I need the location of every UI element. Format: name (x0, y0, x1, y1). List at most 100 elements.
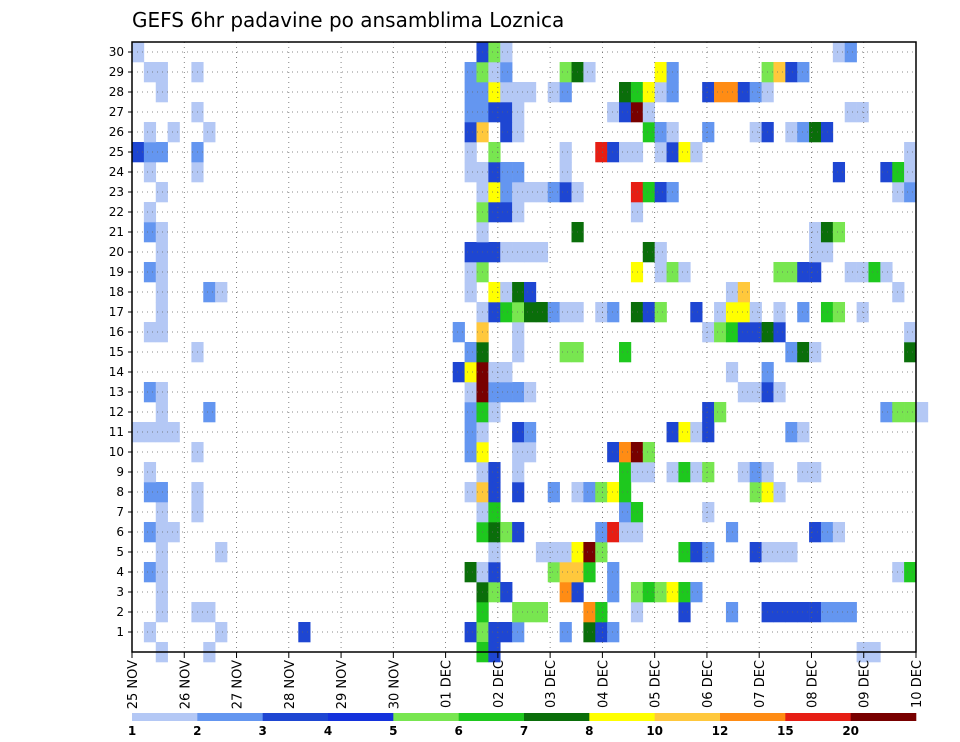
heatmap-cell (512, 302, 525, 323)
heatmap-cell (737, 302, 750, 323)
heatmap-cell (595, 522, 608, 543)
heatmap-cell (678, 462, 691, 483)
heatmap-cell (488, 82, 501, 103)
heatmap-cell (488, 62, 501, 83)
heatmap-cell (203, 282, 216, 303)
heatmap-cell (607, 562, 620, 583)
heatmap-cell (488, 242, 501, 263)
colorbar-swatch (720, 713, 786, 721)
heatmap-cell (512, 122, 525, 143)
heatmap-cell (512, 282, 525, 303)
heatmap-cell (464, 342, 477, 363)
heatmap-cell (155, 222, 168, 243)
heatmap-cell (690, 302, 703, 323)
heatmap-cell (535, 602, 549, 623)
heatmap-cell (595, 602, 608, 623)
heatmap-cell (155, 82, 168, 103)
heatmap-cell (524, 442, 537, 463)
y-tick-label: 12 (109, 405, 124, 419)
heatmap-cell (524, 182, 537, 203)
heatmap-cell (500, 622, 513, 643)
colorbar-swatch (132, 713, 198, 721)
colorbar-swatch (850, 713, 917, 721)
heatmap-cell (607, 142, 620, 163)
colorbar-swatch (654, 713, 721, 721)
y-tick-label: 11 (109, 425, 124, 439)
heatmap-cell (524, 602, 537, 623)
heatmap-cell (904, 162, 917, 183)
heatmap-cell (488, 542, 501, 563)
heatmap-cell (464, 362, 477, 383)
heatmap-cell (714, 82, 727, 103)
heatmap-cell (464, 622, 477, 643)
heatmap-cell (488, 362, 501, 383)
heatmap-cell (678, 262, 691, 283)
x-tick-label: 05 DEC (649, 660, 664, 708)
y-tick-label: 13 (109, 385, 124, 399)
heatmap-cell (749, 482, 762, 503)
heatmap-cell (654, 242, 667, 263)
y-tick-label: 25 (109, 145, 124, 159)
heatmap-cell (892, 162, 905, 183)
heatmap-cell (143, 162, 157, 183)
x-tick-label: 25 NOV (126, 660, 141, 709)
heatmap-cell (500, 202, 513, 223)
heatmap-cell (904, 402, 917, 423)
heatmap-cell (702, 462, 715, 483)
heatmap-cell (583, 482, 596, 503)
colorbar-label: 8 (585, 724, 593, 738)
heatmap-cell (464, 82, 477, 103)
heatmap-cell (203, 122, 216, 143)
heatmap-cell (155, 542, 168, 563)
heatmap-cell (654, 122, 667, 143)
heatmap-cell (916, 402, 929, 423)
heatmap-cell (464, 242, 477, 263)
heatmap-cell (773, 262, 786, 283)
heatmap-cell (535, 242, 549, 263)
heatmap-cell (654, 142, 667, 163)
heatmap-cell (797, 62, 810, 83)
heatmap-cell (488, 482, 501, 503)
y-tick-label: 7 (116, 505, 124, 519)
heatmap-cell (559, 562, 572, 583)
heatmap-cell (203, 602, 216, 623)
x-tick-label: 08 DEC (805, 660, 820, 708)
colorbar: 1 2 3 4 5 6 7 8 10 12 15 20 (128, 713, 917, 738)
colorbar-label: 1 (128, 724, 136, 738)
x-tick-label: 09 DEC (858, 660, 873, 708)
heatmap-cell (892, 402, 905, 423)
heatmap-cell (512, 162, 525, 183)
heatmap-cell (880, 402, 893, 423)
heatmap-cell (868, 262, 881, 283)
heatmap-cells (132, 42, 929, 663)
heatmap-cell (488, 502, 501, 523)
y-tick-label: 30 (109, 45, 124, 59)
heatmap-cell (512, 242, 525, 263)
heatmap-cell (749, 462, 762, 483)
heatmap-cell (737, 382, 750, 403)
heatmap-cell (512, 182, 525, 203)
heatmap-cell (642, 242, 655, 263)
heatmap-cell (500, 302, 513, 323)
colorbar-label: 15 (777, 724, 794, 738)
heatmap-cell (785, 422, 798, 443)
heatmap-cell (155, 582, 168, 603)
heatmap-cell (547, 82, 560, 103)
heatmap-cell (488, 382, 501, 403)
colorbar-label: 3 (258, 724, 266, 738)
heatmap-cell (773, 322, 786, 343)
y-tick-label: 18 (109, 285, 124, 299)
heatmap-cell (714, 302, 727, 323)
heatmap-cell (832, 602, 846, 623)
heatmap-cell (524, 82, 537, 103)
heatmap-cell (464, 262, 477, 283)
heatmap-cell (583, 562, 596, 583)
heatmap-cell (132, 422, 145, 443)
heatmap-cell (809, 262, 822, 283)
heatmap-cell (797, 302, 810, 323)
heatmap-cell (797, 422, 810, 443)
colorbar-label: 7 (520, 724, 528, 738)
heatmap-cell (155, 282, 168, 303)
heatmap-cell (512, 342, 525, 363)
heatmap-cell (559, 622, 572, 643)
